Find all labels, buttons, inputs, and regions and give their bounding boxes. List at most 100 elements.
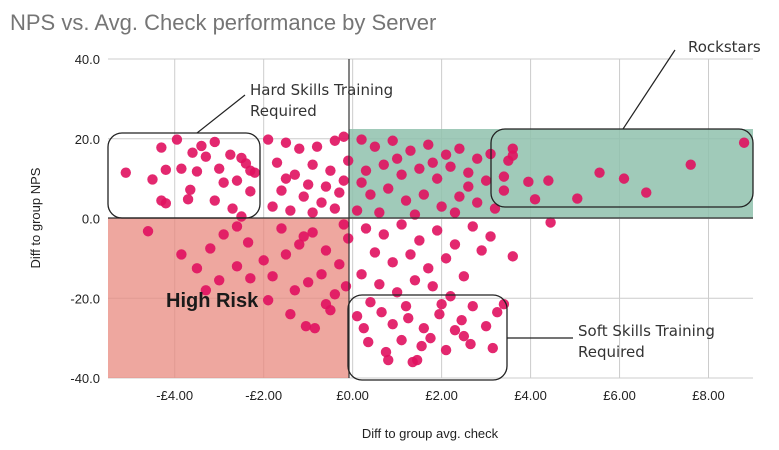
data-point — [325, 305, 336, 316]
high-risk-label: High Risk — [166, 290, 259, 312]
data-point — [376, 307, 387, 318]
data-point — [440, 253, 452, 264]
data-point — [618, 173, 630, 184]
data-point — [351, 205, 363, 216]
x-tick-label: £8.00 — [692, 388, 725, 403]
data-point — [416, 340, 427, 352]
data-point — [205, 243, 216, 254]
data-point — [543, 175, 554, 186]
data-point — [405, 145, 416, 156]
data-point — [160, 164, 172, 176]
data-point — [267, 201, 278, 212]
data-point — [641, 187, 652, 198]
data-point — [294, 143, 305, 154]
hard-skills-pointer — [196, 94, 246, 134]
data-point — [218, 177, 229, 188]
data-point — [289, 169, 301, 180]
data-point — [409, 209, 421, 220]
rockstars-pointer — [622, 49, 676, 130]
data-point — [523, 176, 534, 188]
data-point — [280, 137, 292, 148]
x-tick-label: -£2.00 — [245, 388, 282, 403]
soft-skills-label-line1: Soft Skills Training — [578, 322, 715, 340]
data-point — [387, 135, 398, 146]
data-point — [214, 163, 225, 174]
data-point — [262, 295, 274, 306]
data-point — [182, 194, 194, 205]
data-point — [320, 245, 332, 256]
data-point — [307, 207, 318, 218]
data-point — [338, 175, 349, 186]
data-point — [298, 231, 309, 242]
data-point — [374, 279, 385, 290]
data-point — [218, 229, 229, 240]
y-tick-label: 40.0 — [75, 52, 100, 67]
data-point — [480, 320, 492, 332]
hard-skills-label-line2: Required — [250, 102, 317, 120]
data-point — [391, 287, 403, 298]
data-point — [456, 314, 467, 326]
data-point — [529, 194, 541, 205]
data-point — [289, 285, 301, 296]
data-point — [480, 175, 492, 186]
data-point — [334, 187, 345, 198]
data-point — [360, 165, 372, 176]
rockstars-region — [349, 129, 753, 218]
data-point — [374, 207, 385, 218]
data-point — [387, 318, 398, 330]
data-point — [356, 269, 367, 280]
data-point — [403, 312, 414, 324]
y-axis-ticks: 40.0 20.0 0.0 -20.0 -40.0 — [70, 52, 100, 386]
data-point — [487, 342, 498, 354]
data-point — [414, 235, 425, 246]
y-tick-label: -40.0 — [70, 371, 100, 386]
chart-title: NPS vs. Avg. Check performance by Server — [10, 10, 436, 35]
data-point — [191, 166, 203, 177]
data-point — [176, 249, 187, 260]
data-point — [214, 275, 225, 286]
data-point — [685, 159, 696, 170]
hard-skills-label-line1: Hard Skills Training — [250, 81, 393, 99]
data-point — [363, 336, 374, 348]
data-point — [383, 354, 394, 366]
data-point — [423, 139, 434, 150]
data-point — [356, 134, 367, 145]
data-point — [338, 219, 349, 230]
data-point — [427, 281, 438, 292]
data-point — [425, 332, 436, 344]
data-point — [245, 273, 256, 284]
data-point — [436, 299, 447, 310]
data-point — [300, 320, 312, 332]
data-point — [738, 137, 750, 148]
data-point — [405, 249, 416, 260]
data-point — [498, 185, 510, 196]
data-point — [391, 153, 403, 164]
data-point — [356, 177, 367, 188]
data-point — [507, 251, 518, 262]
data-point — [400, 195, 412, 206]
data-point — [325, 165, 336, 176]
data-point — [467, 221, 478, 232]
data-point — [400, 301, 412, 312]
data-point — [316, 197, 327, 208]
data-point — [387, 257, 398, 268]
data-point — [369, 247, 381, 258]
data-point — [307, 159, 318, 170]
data-point — [454, 143, 465, 154]
data-point — [280, 249, 292, 260]
data-point — [418, 189, 430, 200]
data-point — [369, 141, 381, 152]
data-point — [343, 233, 354, 244]
data-point — [294, 239, 305, 250]
data-point — [351, 310, 363, 322]
data-point — [472, 153, 483, 164]
data-point — [245, 186, 256, 197]
data-point — [311, 141, 323, 152]
y-tick-label: 0.0 — [82, 212, 100, 227]
data-point — [440, 149, 452, 160]
data-point — [427, 157, 438, 168]
data-point — [142, 226, 154, 237]
data-point — [209, 136, 220, 148]
data-point — [507, 150, 518, 161]
data-point — [209, 195, 220, 206]
